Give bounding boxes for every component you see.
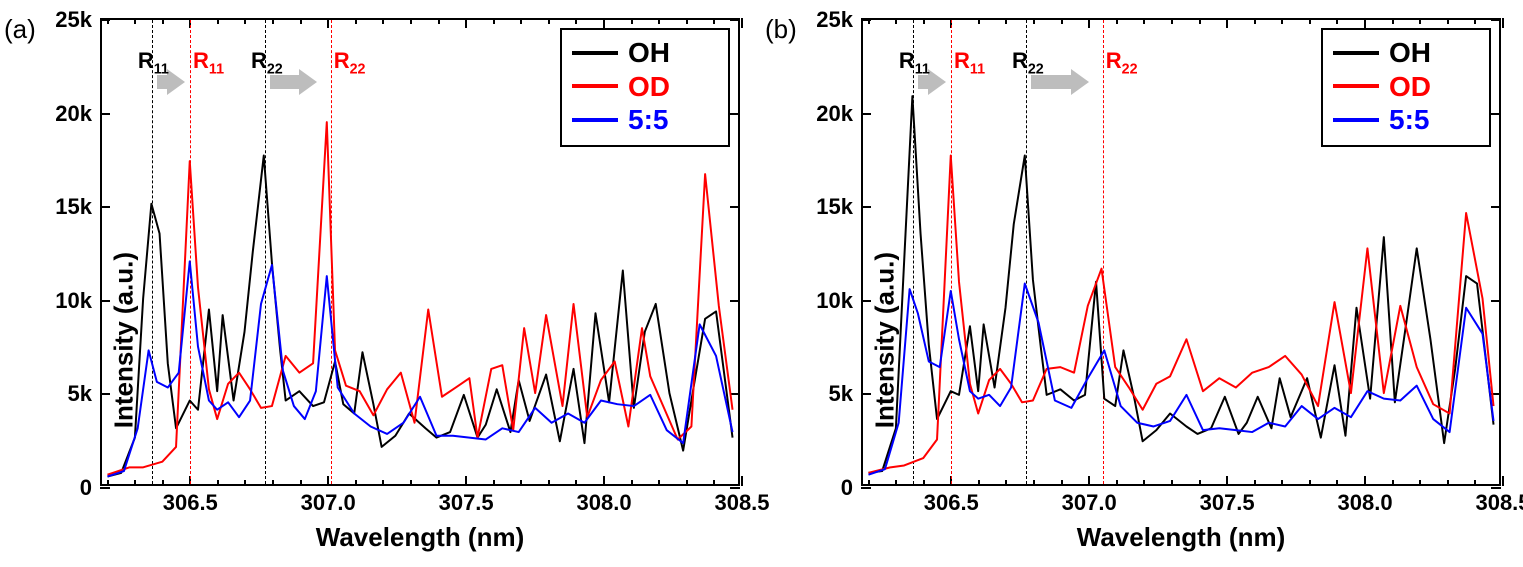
xtick-label: 307.5 bbox=[439, 490, 494, 516]
legend: OHOD5:5 bbox=[560, 28, 730, 147]
ytick-label: 5k bbox=[68, 381, 92, 407]
ytick-label: 5k bbox=[829, 381, 853, 407]
xtick-label: 308.0 bbox=[1338, 490, 1393, 516]
panel-a: (a) 05k10k15k20k25k306.5307.0307.5308.03… bbox=[0, 0, 761, 567]
ytick-label: 25k bbox=[816, 7, 853, 33]
legend-item: 5:5 bbox=[572, 103, 718, 137]
xtick-label: 307.0 bbox=[1062, 490, 1117, 516]
ytick-label: 10k bbox=[55, 288, 92, 314]
legend-swatch-icon bbox=[572, 51, 618, 55]
legend-label: OD bbox=[1389, 70, 1431, 104]
legend-swatch-icon bbox=[1333, 118, 1379, 122]
x-axis-title: Wavelength (nm) bbox=[1077, 522, 1285, 553]
legend-label: 5:5 bbox=[1389, 103, 1429, 137]
xtick-label: 308.0 bbox=[577, 490, 632, 516]
ytick-label: 15k bbox=[816, 194, 853, 220]
plot-area: 05k10k15k20k25k306.5307.0307.5308.0308.5… bbox=[861, 18, 1501, 486]
legend-item: 5:5 bbox=[1333, 103, 1479, 137]
ytick-label: 20k bbox=[55, 101, 92, 127]
legend-swatch-icon bbox=[572, 84, 618, 88]
ytick-label: 15k bbox=[55, 194, 92, 220]
xtick-label: 307.5 bbox=[1200, 490, 1255, 516]
legend-swatch-icon bbox=[1333, 84, 1379, 88]
ytick-label: 0 bbox=[80, 475, 92, 501]
xtick-label: 307.0 bbox=[301, 490, 356, 516]
legend-swatch-icon bbox=[1333, 51, 1379, 55]
ytick-label: 0 bbox=[841, 475, 853, 501]
legend-item: OD bbox=[1333, 70, 1479, 104]
series-OH bbox=[868, 96, 1493, 473]
xtick-label: 306.5 bbox=[924, 490, 979, 516]
ytick-label: 20k bbox=[816, 101, 853, 127]
ytick-label: 10k bbox=[816, 288, 853, 314]
panel-a-label: (a) bbox=[4, 14, 36, 45]
panel-b-label: (b) bbox=[765, 14, 797, 45]
legend-label: OH bbox=[1389, 36, 1431, 70]
y-axis-title: Intensity (a.u.) bbox=[109, 252, 140, 428]
legend-item: OD bbox=[572, 70, 718, 104]
series-OD bbox=[868, 156, 1493, 473]
legend-item: OH bbox=[1333, 36, 1479, 70]
y-axis-title: Intensity (a.u.) bbox=[870, 252, 901, 428]
figure: (a) 05k10k15k20k25k306.5307.0307.5308.03… bbox=[0, 0, 1523, 567]
legend-label: OD bbox=[628, 70, 670, 104]
legend-item: OH bbox=[572, 36, 718, 70]
xtick-label: 306.5 bbox=[163, 490, 218, 516]
ytick-label: 25k bbox=[55, 7, 92, 33]
legend-label: 5:5 bbox=[628, 103, 668, 137]
x-axis-title: Wavelength (nm) bbox=[316, 522, 524, 553]
legend-label: OH bbox=[628, 36, 670, 70]
legend-swatch-icon bbox=[572, 118, 618, 122]
series-OD bbox=[107, 122, 732, 475]
plot-area: 05k10k15k20k25k306.5307.0307.5308.0308.5… bbox=[100, 18, 740, 486]
legend: OHOD5:5 bbox=[1321, 28, 1491, 147]
xtick-label: 308.5 bbox=[1475, 490, 1523, 516]
panel-b: (b) 05k10k15k20k25k306.5307.0307.5308.03… bbox=[761, 0, 1523, 567]
